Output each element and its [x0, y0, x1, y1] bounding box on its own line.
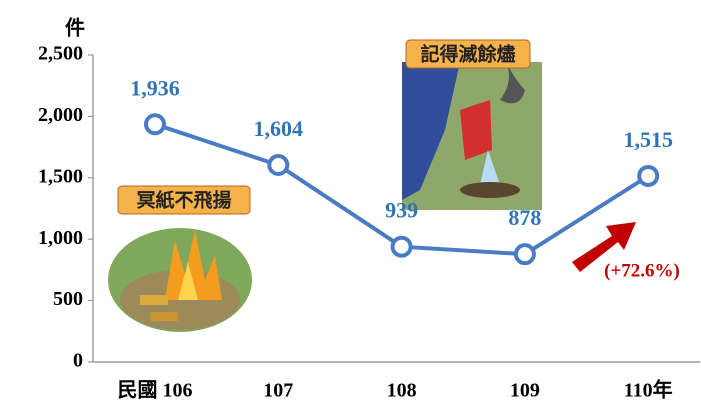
data-label: 939 [385, 198, 418, 223]
annotation-banner: 冥紙不飛揚 [136, 189, 231, 212]
annotation-banner: 記得滅餘燼 [420, 43, 515, 66]
illustration-fire [108, 185, 252, 332]
point [637, 164, 660, 187]
x-tick-label: 110年 [624, 378, 673, 402]
data-label: 1,515 [623, 127, 673, 152]
point [390, 235, 413, 258]
point [267, 154, 290, 177]
y-tick-label: 500 [53, 288, 83, 310]
x-tick-label: 109 [510, 380, 540, 402]
point [513, 243, 536, 266]
y-tick-label: 2,000 [38, 104, 83, 126]
illustration-water [402, 39, 542, 210]
x-tick-label: 民國 106 [118, 380, 193, 402]
y-tick-label: 0 [73, 350, 83, 372]
data-label: 1,936 [130, 75, 180, 100]
y-tick-label: 1,500 [38, 165, 83, 187]
point [144, 113, 166, 136]
x-tick-label: 107 [263, 380, 293, 402]
y-tick-label: 2,500 [38, 43, 83, 65]
annotation: (+72.6%) [604, 260, 680, 281]
trend-arrow [572, 222, 636, 272]
data-label: 1,604 [254, 116, 304, 141]
x-tick-label: 108 [387, 380, 417, 402]
y-tick-label: 1,000 [38, 227, 83, 249]
data-label: 878 [508, 205, 541, 230]
y-axis-label: 件 [65, 16, 85, 40]
